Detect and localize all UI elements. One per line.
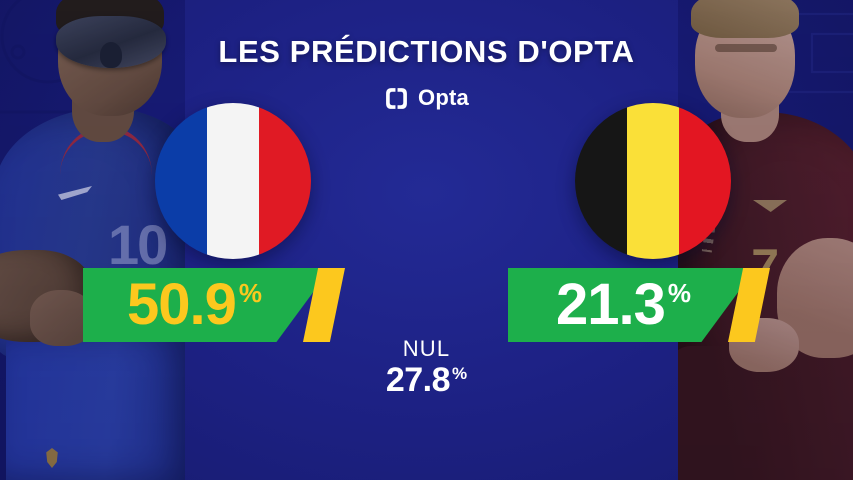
- player-brow: [715, 44, 777, 52]
- probability-number: 21.3: [556, 272, 666, 337]
- draw-number: 27.8: [385, 361, 451, 399]
- player-hair: [691, 0, 799, 38]
- probability-bar-france: 50.9 %: [83, 268, 345, 342]
- opta-logo-icon: [386, 87, 407, 109]
- draw-probability-block: NUL 27.8%: [0, 336, 853, 398]
- probability-bar-belgium: 21.3 %: [508, 268, 770, 342]
- percent-symbol: %: [667, 278, 692, 308]
- opta-brand-name: Opta: [418, 85, 469, 110]
- probability-value-belgium: 21.3 %: [556, 268, 691, 342]
- player-photo-belgium: 7: [678, 0, 853, 480]
- draw-label: NUL: [402, 336, 451, 361]
- player-number-france: 10: [108, 213, 168, 276]
- flag-belgium-icon: [575, 103, 731, 259]
- draw-value: 27.8%: [0, 363, 853, 397]
- federation-crest-icon: [46, 448, 58, 468]
- player-photo-france: 10: [0, 0, 185, 480]
- opta-brand-lockup: Opta: [0, 85, 853, 111]
- face-mask-icon: [56, 16, 166, 68]
- percent-symbol: %: [452, 364, 468, 383]
- percent-symbol: %: [238, 278, 263, 308]
- page-title: LES PRÉDICTIONS D'OPTA: [218, 34, 635, 69]
- probability-value-france: 50.9 %: [127, 268, 262, 342]
- probability-number: 50.9: [127, 272, 237, 337]
- player-shorts-france: [6, 330, 185, 480]
- flag-france-icon: [155, 103, 311, 259]
